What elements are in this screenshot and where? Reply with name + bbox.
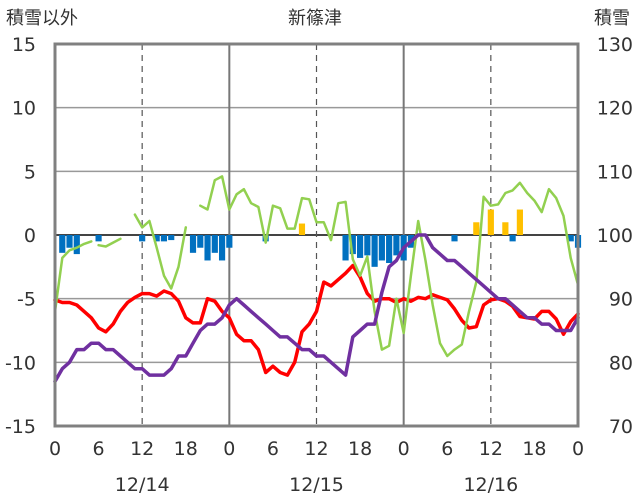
- bar: [197, 235, 204, 248]
- bar: [371, 235, 378, 267]
- bar: [211, 235, 218, 253]
- bar: [95, 235, 102, 242]
- bar: [139, 235, 146, 242]
- bar: [473, 222, 480, 235]
- bar: [59, 235, 66, 253]
- x-tick-label: 18: [348, 438, 372, 460]
- bar: [298, 223, 306, 235]
- plot-frame: [53, 42, 580, 428]
- left-tick-label: 10: [12, 98, 36, 120]
- date-label: 12/15: [289, 474, 344, 496]
- left-tick-label: -10: [5, 352, 36, 374]
- x-tick-label: 0: [49, 438, 61, 460]
- series-line: [53, 263, 580, 377]
- x-tick-label: 0: [572, 438, 584, 460]
- x-tick-label: 12: [479, 438, 503, 460]
- x-tick-label: 18: [174, 438, 198, 460]
- bar: [342, 235, 349, 261]
- lines: [53, 175, 580, 384]
- bar: [349, 235, 356, 255]
- bar: [160, 235, 168, 242]
- bar: [73, 235, 80, 255]
- right-axis-label: 積雪: [594, 8, 630, 29]
- series-line: [199, 175, 580, 358]
- date-label: 12/16: [463, 474, 518, 496]
- bar: [66, 235, 73, 248]
- bar: [189, 235, 197, 253]
- bar: [393, 235, 400, 256]
- bar: [386, 235, 393, 264]
- x-tick-label: 0: [223, 438, 235, 460]
- x-tick-label: 12: [304, 438, 328, 460]
- left-tick-label: 15: [12, 34, 36, 56]
- left-tick-label: -5: [17, 289, 36, 311]
- right-tick-label: 80: [609, 352, 633, 374]
- right-tick-label: 110: [597, 161, 633, 183]
- bar: [226, 235, 233, 248]
- series-line: [53, 240, 93, 313]
- right-tick-label: 120: [597, 98, 633, 120]
- bar: [451, 235, 458, 242]
- series-line: [97, 237, 122, 248]
- bar: [168, 235, 175, 241]
- right-tick-label: 100: [597, 225, 633, 247]
- bar: [356, 235, 364, 258]
- right-tick-label: 70: [609, 416, 633, 438]
- date-label: 12/14: [115, 474, 170, 496]
- chart-title: 新篠津: [288, 8, 342, 29]
- left-tick-label: 5: [24, 161, 36, 183]
- bar: [516, 209, 523, 235]
- x-tick-label: 18: [522, 438, 546, 460]
- bar: [153, 235, 160, 242]
- x-tick-label: 6: [93, 438, 105, 460]
- bar: [204, 235, 211, 261]
- x-tick-label: 12: [130, 438, 154, 460]
- left-tick-label: 0: [24, 225, 36, 247]
- bar: [378, 235, 385, 261]
- bar: [567, 235, 574, 242]
- left-axis-label: 積雪以外: [6, 8, 78, 29]
- left-tick-label: -15: [5, 416, 36, 438]
- right-tick-label: 90: [609, 289, 633, 311]
- bar: [502, 222, 509, 235]
- series-line: [133, 213, 188, 290]
- series-line: [53, 233, 580, 384]
- bar: [218, 235, 226, 261]
- right-tick-label: 130: [597, 34, 633, 56]
- bar: [487, 209, 494, 235]
- bar: [364, 235, 371, 256]
- x-tick-label: 0: [398, 438, 410, 460]
- x-tick-label: 6: [267, 438, 279, 460]
- x-tick-label: 6: [441, 438, 453, 460]
- bar: [509, 235, 516, 242]
